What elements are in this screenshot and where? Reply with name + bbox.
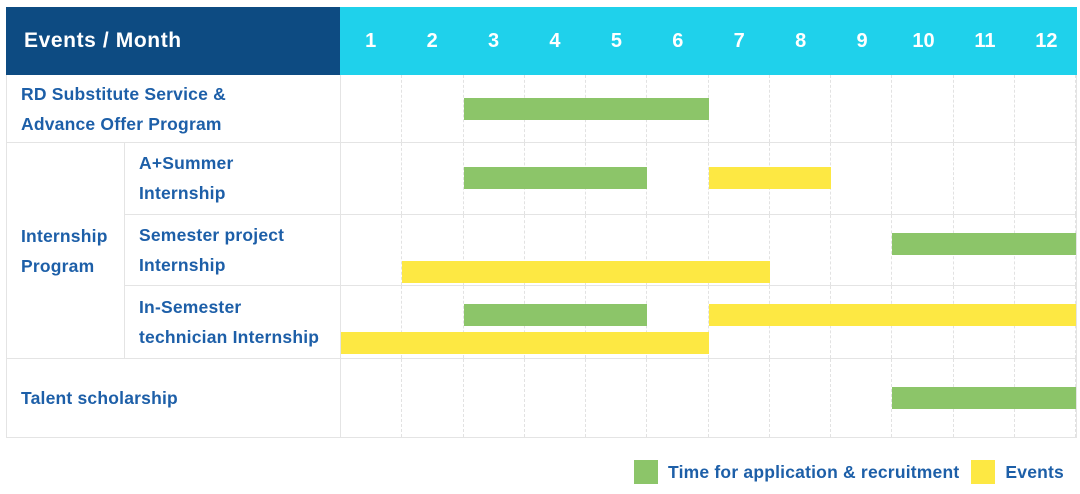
row-label: In-Semester technician Internship <box>125 286 341 358</box>
month-grid-cell <box>770 75 831 142</box>
month-header-cell: 6 <box>672 29 684 52</box>
gantt-bar-recruitment <box>463 167 648 190</box>
gantt-bar-event <box>708 167 831 190</box>
table-row: A+Summer Internship <box>125 143 1076 215</box>
row-label-line: Internship <box>21 225 108 246</box>
row-label-line: Semester project <box>139 225 285 245</box>
month-grid-cell <box>464 359 525 437</box>
month-grid-cell <box>892 75 954 142</box>
row-label: Semester project Internship <box>125 214 341 286</box>
legend-label: Time for application & recruitment <box>668 461 960 482</box>
row-label: A+Summer Internship <box>125 143 341 214</box>
month-grid-cell <box>525 359 586 437</box>
month-header-cell: 2 <box>426 29 438 52</box>
month-grid-cell <box>647 143 709 214</box>
month-header-cell: 12 <box>1035 29 1058 52</box>
legend: Time for application & recruitment Events <box>634 458 1064 486</box>
month-grid-cell <box>647 214 709 286</box>
table-body: RD Substitute Service & Advance Offer Pro… <box>7 75 1076 437</box>
event-legend-swatch-icon <box>971 460 996 484</box>
group-row-label: Internship Program <box>7 143 125 358</box>
row-timeline <box>341 214 1076 286</box>
table-row: RD Substitute Service & Advance Offer Pro… <box>7 75 1076 143</box>
gantt-bar-recruitment <box>892 387 1076 409</box>
month-header-cell: 11 <box>974 29 996 52</box>
month-header-cell: 7 <box>733 29 745 52</box>
month-grid-cell <box>1015 75 1076 142</box>
gantt-bar-event <box>341 332 709 355</box>
month-grid-cell <box>709 359 770 437</box>
month-grid-cell <box>341 214 403 286</box>
month-header-cell: 1 <box>365 29 377 52</box>
gantt-bar-event <box>708 304 1076 327</box>
row-label: Talent scholarship <box>7 359 341 437</box>
month-grid-cell <box>586 214 648 286</box>
table-row: In-Semester technician Internship <box>125 286 1076 358</box>
row-label-line: Advance Offer Program <box>21 113 222 134</box>
month-grid-cell <box>402 286 464 358</box>
row-timeline <box>341 286 1076 358</box>
row-label-line: Program <box>21 255 95 276</box>
table-row: Talent scholarship <box>7 359 1076 437</box>
month-header-cell: 8 <box>795 29 807 52</box>
month-grid-cell <box>341 143 403 214</box>
month-grid-cell <box>647 359 709 437</box>
legend-item: Time for application & recruitment <box>634 460 959 484</box>
month-grid-cell <box>341 286 403 358</box>
row-label-line: A+Summer <box>139 153 234 174</box>
month-header-cell: 3 <box>487 29 500 52</box>
month-grid-cell <box>1015 143 1076 214</box>
row-timeline <box>341 143 1076 214</box>
month-grid-cell <box>647 286 709 358</box>
legend-item: Events <box>971 460 1064 484</box>
month-grid-cell <box>586 359 648 437</box>
month-grid-cell <box>402 75 464 142</box>
month-grid-cell <box>831 75 893 142</box>
row-timeline <box>341 75 1076 142</box>
month-grid-cell <box>892 143 954 214</box>
row-label-line: technician Internship <box>139 327 320 348</box>
month-header-cells: 1 2 3 4 5 6 7 8 9 10 11 12 <box>340 7 1077 75</box>
month-grid-cell <box>770 214 831 286</box>
month-grid-cell <box>831 214 893 286</box>
row-timeline <box>341 359 1076 437</box>
month-grid-cell <box>831 359 893 437</box>
row-label-line: Internship <box>139 255 226 275</box>
gantt-bar-recruitment <box>463 304 648 327</box>
month-grid-cell <box>341 75 403 142</box>
month-grid-cell <box>402 143 464 214</box>
month-grid-cell <box>831 143 893 214</box>
gantt-bar-recruitment <box>892 232 1076 255</box>
month-header-cell: 9 <box>856 29 868 52</box>
schedule-table: Events / Month 1 2 3 4 5 6 7 8 9 10 11 12 RD Substi… <box>6 7 1077 438</box>
row-label-line: RD Substitute Service & <box>21 83 226 104</box>
month-grid-cell <box>954 143 1015 214</box>
month-grid-cell <box>525 214 586 286</box>
month-grid-cell <box>464 214 525 286</box>
table-header-row: Events / Month 1 2 3 4 5 6 7 8 9 10 11 12 <box>6 7 1077 75</box>
month-grid-cell <box>770 359 831 437</box>
month-header-cell: 5 <box>610 29 622 52</box>
month-grid-cell <box>709 214 770 286</box>
month-header-cell: 10 <box>912 29 935 52</box>
row-label-line: Internship <box>139 183 226 204</box>
gantt-bar-event <box>402 260 770 283</box>
gantt-bar-recruitment <box>463 97 709 120</box>
month-grid-cell <box>709 75 770 142</box>
month-header-cell: 4 <box>549 29 561 52</box>
row-label: RD Substitute Service & Advance Offer Pro… <box>7 75 341 142</box>
events-month-header-cell: Events / Month <box>6 7 340 75</box>
group-sub-rows: A+Summer Internship Semester project Intern… <box>125 143 1076 358</box>
legend-label: Events <box>1005 461 1064 482</box>
row-label-line: In-Semester <box>139 297 242 318</box>
table-row: Semester project Internship <box>125 214 1076 287</box>
recruitment-legend-swatch-icon <box>634 460 659 484</box>
month-grid-cell <box>402 214 464 286</box>
table-group-row: Internship Program A+Summer Internship Semes… <box>7 143 1076 359</box>
row-label-line: Talent scholarship <box>21 388 178 408</box>
month-grid-cell <box>954 75 1015 142</box>
month-grid-cell <box>402 359 464 437</box>
month-grid-cell <box>341 359 403 437</box>
